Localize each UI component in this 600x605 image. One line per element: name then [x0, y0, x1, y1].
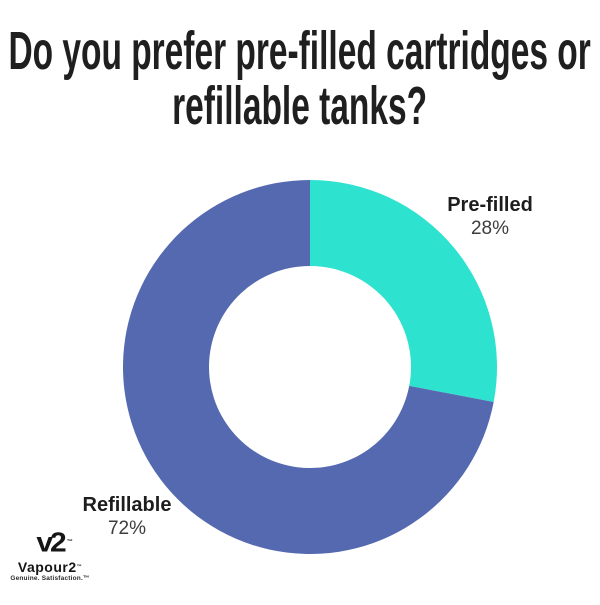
slice-label-prefilled-percent: 28%: [470, 218, 510, 239]
trademark-symbol: ™: [66, 539, 73, 545]
v2-logo-mark: v2 ™: [36, 527, 73, 558]
slice-label-prefilled: Pre-filled 28%: [420, 194, 560, 240]
chart-title-line2: refillable tanks?: [172, 76, 428, 136]
slice-label-prefilled-name: Pre-filled: [447, 194, 533, 216]
slice-label-refillable: Refillable 72%: [57, 494, 197, 540]
donut-slice-pre-filled: [310, 179, 498, 403]
vapour2-tagline: Genuine. Satisfaction.™: [10, 575, 90, 582]
trademark-symbol: ™: [76, 564, 83, 570]
chart-title-line1: Do you prefer pre-filled cartridges or: [8, 21, 592, 81]
slice-label-refillable-percent: 72%: [107, 518, 147, 539]
slice-label-refillable-name: Refillable: [82, 494, 172, 516]
vapour2-wordmark: Vapour2™: [17, 559, 83, 575]
vapour2-logo: v2 ™ Vapour2™ Genuine. Satisfaction.™: [10, 528, 90, 583]
chart-title: Do you prefer pre-filled cartridges or r…: [0, 24, 600, 134]
donut-slice-refillable: [123, 180, 494, 555]
